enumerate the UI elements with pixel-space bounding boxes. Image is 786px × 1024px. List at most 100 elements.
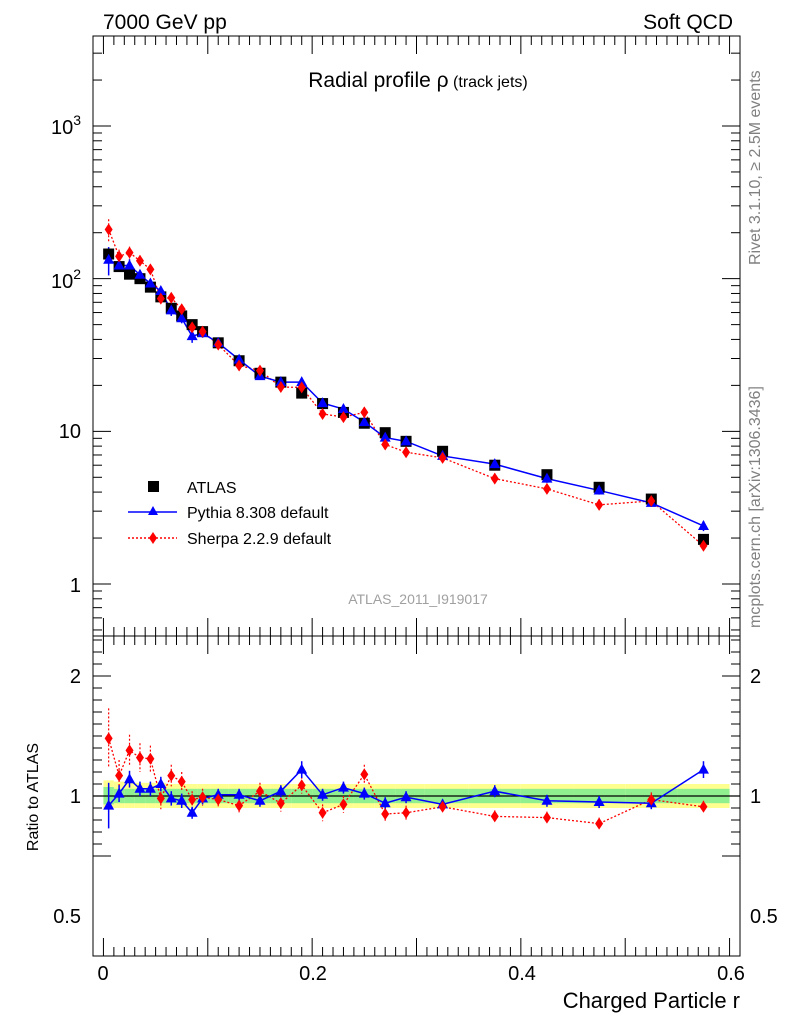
sherpa-line [108,229,704,547]
pythia-point [379,431,391,442]
ratio-pythia-point [186,806,198,817]
ratio-pythia-point [296,763,308,774]
sherpa-point [297,381,306,394]
ratio-sherpa-point [647,793,656,806]
ratio-pythia-point [697,763,709,774]
sherpa-point [542,482,551,495]
ratio-panel: 2 1 0.5 2 1 0.5 0 0.2 0.4 0.6 Charged Pa… [25,635,778,1013]
ratio-sherpa-point [276,797,285,810]
pythia-point [337,403,349,414]
pythia-point [165,304,177,315]
ratio-sherpa-line [108,738,704,825]
ratio-sherpa-point [542,811,551,824]
ratio-pythia-point [541,794,553,805]
sherpa-point [647,494,656,507]
main-series [103,219,709,552]
ratio-sherpa-point [214,793,223,806]
ratio-sherpa-point [381,808,390,820]
ratio-sherpa-point [490,810,499,823]
ratio-sherpa-point [177,775,186,788]
ratio-sherpa-point [438,800,447,813]
ratio-sherpa-point [188,793,197,806]
pythia-point [155,285,167,296]
ratio-y-tick-2: 2 [70,666,81,688]
legend-sherpa-label: Sherpa 2.2.9 default [187,531,332,548]
x-tick-label-0.2: 0.2 [299,963,327,985]
sherpa-point [255,364,264,377]
ratio-sherpa-point [339,798,348,811]
atlas-point [697,533,709,545]
sherpa-point [318,407,327,420]
sherpa-point [402,446,411,459]
ratio-sherpa-point [146,752,155,765]
ratio-sherpa-point [360,768,369,781]
sherpa-point [104,223,113,236]
ratio-pythia-point [113,787,125,798]
ratio-bands [93,780,740,808]
header-left: 7000 GeV pp [103,11,227,34]
rivet-label: Rivet 3.1.10, ≥ 2.5M events [747,70,764,265]
ratio-sherpa-point [318,806,327,819]
legend: ATLAS Pythia 8.308 default Sherpa 2.2.9 … [128,480,332,548]
ratio-pythia-point [233,788,245,799]
sherpa-point [360,406,369,419]
pythia-point [317,397,329,408]
ratio-pythia-point [165,792,177,803]
pythia-point [186,330,198,341]
pythia-point [103,253,115,264]
ratio-pythia-point [134,782,146,793]
ratio-y-tick-2-right: 2 [750,666,761,688]
ratio-pythia-point [254,794,266,805]
pythia-point [541,472,553,483]
pythia-point [593,484,605,495]
pythia-point [113,259,125,270]
legend-atlas-label: ATLAS [187,480,237,497]
y-tick-label-1: 1 [70,575,81,597]
pythia-point [134,268,146,279]
main-axis-ticks [93,36,740,636]
ratio-y-tick-1-right: 1 [750,786,761,808]
header-right: Soft QCD [643,11,733,34]
ratio-pythia-point [593,796,605,806]
ratio-sherpa-point [297,779,306,792]
legend-pythia-label: Pythia 8.308 default [187,505,329,522]
ratio-y-tick-0.5-right: 0.5 [750,906,778,928]
x-tick-label-0.4: 0.4 [508,963,536,985]
ratio-pythia-point [489,785,501,796]
atlas-point [124,268,136,280]
legend-atlas-marker [148,481,159,492]
sherpa-point [188,321,197,334]
sherpa-point [490,472,499,485]
sherpa-point [135,254,144,267]
sherpa-point [699,539,708,552]
main-panel: 1 10 102 103 ATLAS_2011_I919017 ATLAS Py… [51,35,741,637]
legend-sherpa-marker [149,532,157,544]
ratio-sherpa-point [104,732,113,745]
sherpa-point [177,303,186,316]
sherpa-point [214,338,223,351]
ratio-pythia-point [103,799,115,810]
ratio-pythia-point [400,791,412,802]
y-tick-label-10: 10 [59,421,81,443]
x-tick-label-0.6: 0.6 [717,963,745,985]
ratio-series [103,708,709,830]
analysis-watermark: ATLAS_2011_I919017 [348,591,488,607]
mcplots-label: mcplots.cern.ch [arXiv:1306.3436] [747,386,764,628]
pythia-point [400,435,412,446]
sherpa-point [381,438,390,451]
ratio-pythia-point [144,782,156,793]
sherpa-point [438,451,447,464]
sherpa-point [146,263,155,276]
sherpa-point [115,250,124,263]
ratio-sherpa-point [125,744,134,757]
sherpa-point [276,381,285,394]
ratio-pythia-point [358,787,370,798]
ratio-sherpa-point [156,792,165,805]
sherpa-point [156,292,165,305]
pythia-point [124,259,136,270]
ratio-pythia-point [379,797,391,808]
ratio-sherpa-point [198,791,207,804]
x-axis-label: Charged Particle r [563,988,740,1013]
ratio-pythia-point [337,781,349,792]
